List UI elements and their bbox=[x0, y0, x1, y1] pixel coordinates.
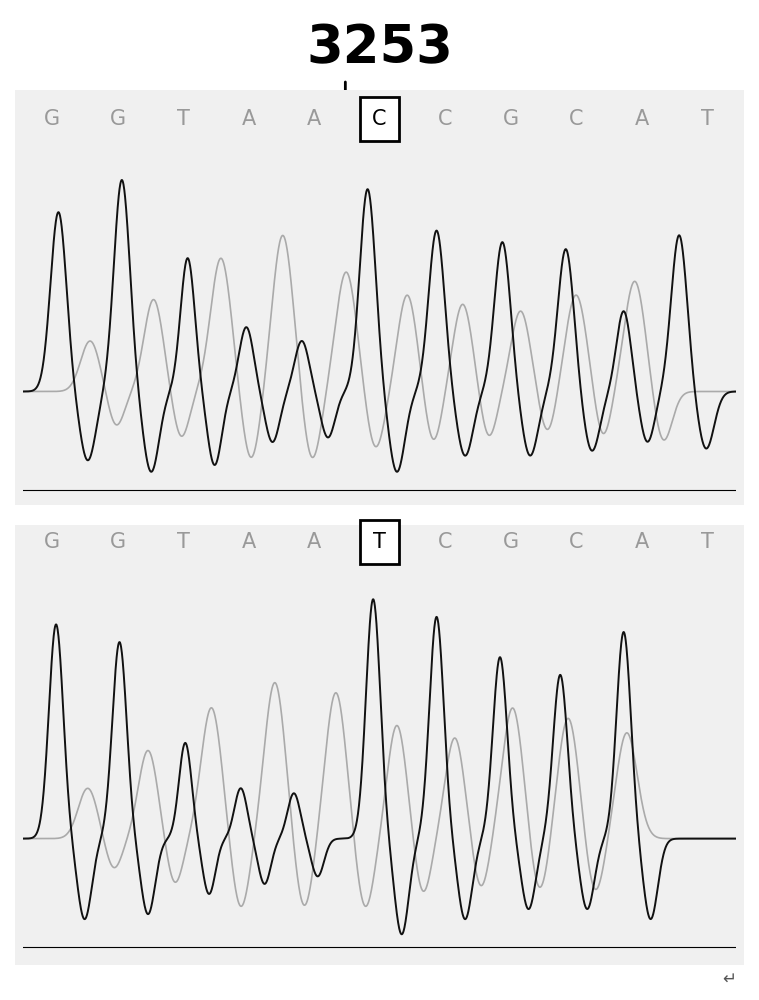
Text: C: C bbox=[568, 532, 583, 552]
Text: A: A bbox=[635, 532, 649, 552]
Text: ↵: ↵ bbox=[723, 970, 736, 988]
Text: T: T bbox=[177, 109, 190, 129]
FancyBboxPatch shape bbox=[360, 520, 399, 564]
Text: A: A bbox=[241, 109, 256, 129]
Text: 3253: 3253 bbox=[306, 22, 453, 75]
Text: T: T bbox=[177, 532, 190, 552]
Text: C: C bbox=[568, 109, 583, 129]
Text: T: T bbox=[373, 532, 386, 552]
Text: T: T bbox=[701, 532, 713, 552]
Text: C: C bbox=[372, 109, 387, 129]
Text: G: G bbox=[109, 109, 125, 129]
Text: C: C bbox=[438, 109, 452, 129]
Text: A: A bbox=[635, 109, 649, 129]
Text: G: G bbox=[502, 532, 518, 552]
Text: C: C bbox=[438, 532, 452, 552]
Text: A: A bbox=[307, 532, 321, 552]
Text: G: G bbox=[502, 109, 518, 129]
Text: A: A bbox=[241, 532, 256, 552]
Text: T: T bbox=[701, 109, 713, 129]
Text: G: G bbox=[109, 532, 125, 552]
Text: G: G bbox=[44, 109, 60, 129]
Text: G: G bbox=[44, 532, 60, 552]
FancyBboxPatch shape bbox=[360, 97, 399, 141]
Text: A: A bbox=[307, 109, 321, 129]
